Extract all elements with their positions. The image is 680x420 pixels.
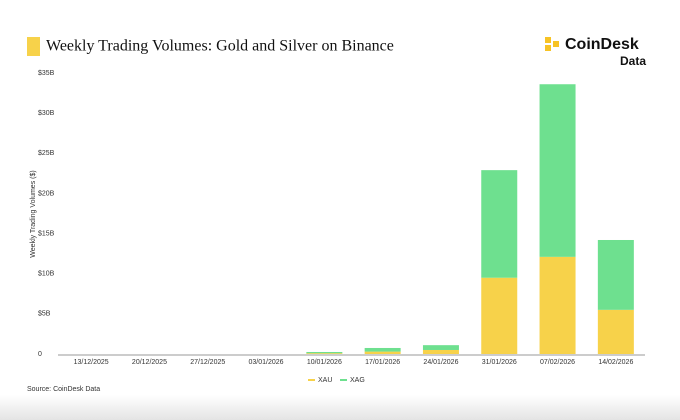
- y-tick-label: 0: [38, 351, 42, 358]
- logo-name: CoinDesk: [565, 36, 639, 53]
- x-tick-label: 24/01/2026: [423, 359, 458, 366]
- y-tick-label: $25B: [38, 150, 55, 157]
- x-tick-label: 31/01/2026: [482, 359, 517, 366]
- title-marker: [27, 37, 40, 56]
- x-tick-label: 14/02/2026: [598, 359, 633, 366]
- logo: CoinDesk Data: [545, 36, 646, 68]
- bar-segment: [481, 277, 518, 354]
- x-tick-label: 27/12/2025: [190, 359, 225, 366]
- x-tick-label: 03/01/2026: [249, 359, 284, 366]
- logo-icon: [545, 45, 551, 51]
- x-tick-label: 10/01/2026: [307, 359, 342, 366]
- y-tick-label: $30B: [38, 110, 55, 117]
- y-tick-label: $5B: [38, 311, 51, 318]
- legend-label: XAG: [350, 377, 365, 384]
- logo-icon: [553, 41, 559, 47]
- y-tick-label: $20B: [38, 190, 55, 197]
- x-tick-label: 17/01/2026: [365, 359, 400, 366]
- y-tick-label: $15B: [38, 230, 55, 237]
- bar-segment: [539, 84, 576, 257]
- bar-segment: [422, 349, 459, 354]
- footer-shade: [0, 395, 680, 420]
- bar-segment: [597, 309, 634, 354]
- source: Source: CoinDesk Data: [27, 386, 100, 393]
- bar-segment: [306, 351, 343, 354]
- bar-segment: [306, 353, 343, 354]
- bar-segment: [364, 351, 401, 354]
- x-tick-label: 07/02/2026: [540, 359, 575, 366]
- logo-icon: [545, 37, 551, 43]
- legend-label: XAU: [318, 377, 332, 384]
- x-tick-label: 13/12/2025: [74, 359, 109, 366]
- bar-segment: [422, 345, 459, 350]
- bar-segment: [597, 239, 634, 310]
- bar-segment: [364, 347, 401, 352]
- y-axis-label: Weekly Trading Volumes ($): [30, 170, 37, 257]
- bar-segment: [481, 170, 518, 278]
- x-tick-label: 20/12/2025: [132, 359, 167, 366]
- logo-sub: Data: [620, 54, 646, 68]
- y-tick-label: $35B: [38, 70, 55, 77]
- bar-segment: [539, 256, 576, 354]
- chart-title: Weekly Trading Volumes: Gold and Silver …: [46, 38, 394, 55]
- y-tick-label: $10B: [38, 271, 55, 278]
